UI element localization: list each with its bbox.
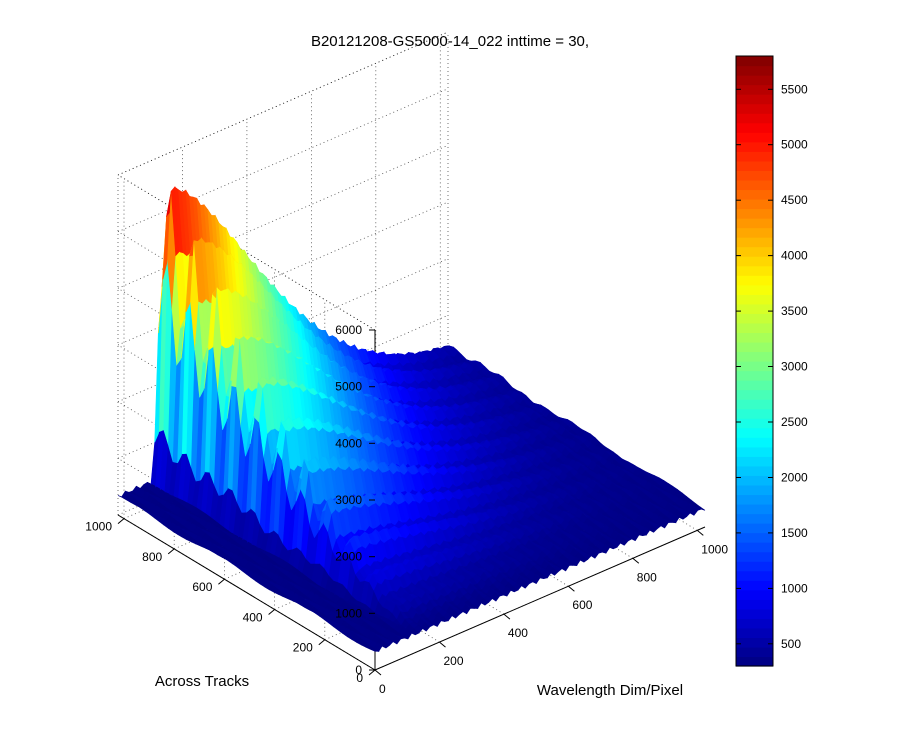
surface bbox=[117, 186, 706, 652]
chart-title: B20121208-GS5000-14_022 inttime = 30, bbox=[311, 33, 589, 50]
gridline bbox=[117, 31, 449, 176]
y-axis-line bbox=[117, 514, 376, 671]
x-axis-line bbox=[374, 526, 706, 671]
gridline bbox=[117, 31, 449, 176]
